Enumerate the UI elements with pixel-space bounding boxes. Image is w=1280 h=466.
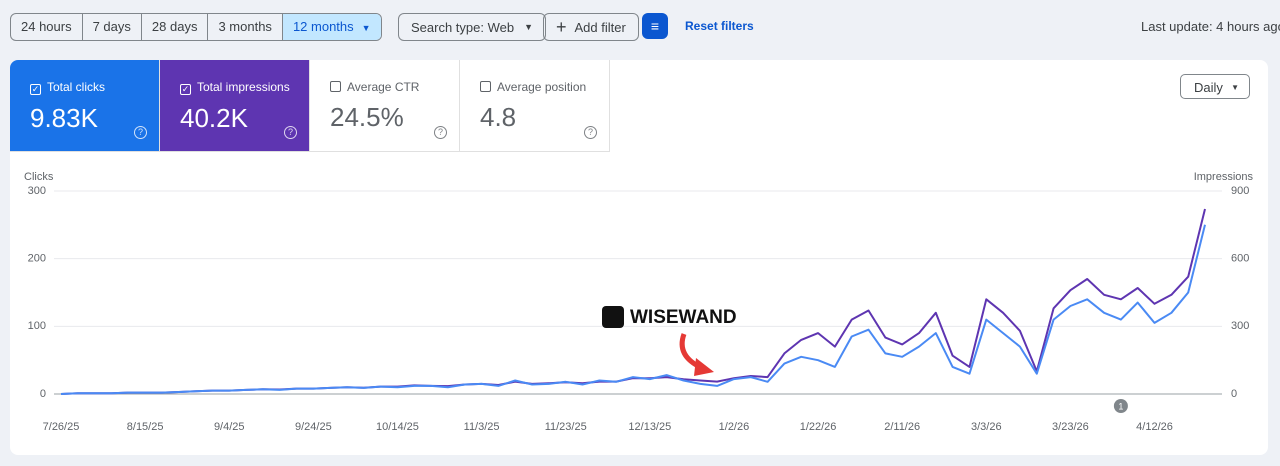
watermark-text: WISEWAND [630, 307, 737, 328]
metric-tile[interactable]: Average CTR 24.5%? [310, 60, 460, 152]
metric-header: Average CTR [330, 80, 459, 94]
metric-header: Average position [480, 80, 609, 94]
metric-checkbox[interactable] [330, 81, 341, 92]
metric-label: Average CTR [347, 80, 420, 94]
metric-label: Average position [497, 80, 587, 94]
series-line [60, 224, 1206, 395]
metric-value: 40.2K [180, 103, 248, 133]
y-tick-label: 100 [28, 320, 46, 332]
watermark-arrowhead [694, 358, 714, 376]
x-tick-label: 2/11/26 [884, 421, 920, 433]
x-tick-label: 9/24/25 [295, 421, 332, 433]
add-filter-button[interactable]: + Add filter [543, 13, 639, 41]
y2-tick-label: 600 [1231, 253, 1249, 265]
dropdown-arrow: ▼ [361, 23, 371, 33]
metric-tile[interactable]: ✓ Total impressions 40.2K? [160, 60, 310, 152]
metric-label: Total clicks [47, 80, 106, 94]
last-update: Last update: 4 hours ago [1141, 18, 1280, 34]
y2-tick-label: 0 [1231, 388, 1237, 400]
granularity-label: Daily [1194, 80, 1223, 95]
x-tick-label: 8/15/25 [127, 421, 164, 433]
metric-checkbox[interactable]: ✓ [30, 84, 41, 95]
add-filter-label: Add filter [574, 19, 626, 35]
metric-value: 9.83K [30, 103, 98, 133]
x-tick-label: 3/23/26 [1052, 421, 1089, 433]
y-tick-label: 0 [40, 388, 46, 400]
help-icon[interactable]: ? [584, 126, 597, 139]
help-icon[interactable]: ? [134, 126, 147, 139]
x-tick-label: 7/26/25 [43, 421, 80, 433]
x-tick-label: 10/14/25 [376, 421, 419, 433]
annotation-label: 1 [1118, 401, 1123, 411]
series-line [60, 208, 1206, 395]
x-tick-label: 9/4/25 [214, 421, 245, 433]
granularity-dropdown[interactable]: Daily ▼ [1180, 74, 1250, 99]
x-tick-label: 1/2/26 [719, 421, 750, 433]
x-tick-label: 4/12/26 [1136, 421, 1173, 433]
y-tick-label: 300 [28, 185, 46, 197]
metric-tile[interactable]: Average position 4.8? [460, 60, 610, 152]
y2-axis-title: Impressions [1194, 171, 1254, 183]
x-tick-label: 12/13/25 [628, 421, 671, 433]
y2-tick-label: 300 [1231, 320, 1249, 332]
y2-tick-label: 900 [1231, 185, 1249, 197]
range-button[interactable]: 3 months [208, 14, 283, 40]
help-icon[interactable]: ? [284, 126, 297, 139]
y-axis-title: Clicks [24, 171, 54, 183]
x-tick-label: 3/3/26 [971, 421, 1002, 433]
metric-checkbox[interactable]: ✓ [180, 84, 191, 95]
x-tick-label: 11/23/25 [545, 421, 587, 433]
reset-filters-link[interactable]: Reset filters [685, 19, 754, 33]
range-button[interactable]: 28 days [142, 14, 209, 40]
y-tick-label: 200 [28, 253, 46, 265]
metric-tile[interactable]: ✓ Total clicks 9.83K? [10, 60, 160, 152]
date-range-selector: 24 hours 7 days 28 days 3 months 12 months ▼ [10, 13, 382, 41]
range-button[interactable]: 12 months ▼ [282, 14, 381, 40]
metric-header: ✓ Total clicks [30, 80, 159, 95]
performance-card: ✓ Total clicks 9.83K? ✓ Total impressions 40.… [10, 60, 1268, 455]
metric-header: ✓ Total impressions [180, 80, 309, 95]
metric-value: 24.5% [330, 102, 404, 132]
x-tick-label: 11/3/25 [464, 421, 500, 433]
metric-checkbox[interactable] [480, 81, 491, 92]
metric-value: 4.8 [480, 102, 517, 132]
search-type-dropdown[interactable]: Search type: Web ▼ [398, 13, 547, 41]
filter-icon-button[interactable]: ≡ [642, 13, 668, 39]
watermark-logo [602, 306, 624, 328]
range-button[interactable]: 7 days [83, 14, 142, 40]
help-icon[interactable]: ? [434, 126, 447, 139]
range-button[interactable]: 24 hours [11, 14, 83, 40]
x-tick-label: 1/22/26 [800, 421, 837, 433]
search-type-label: Search type: Web [411, 19, 515, 35]
metric-label: Total impressions [197, 80, 290, 94]
annotation-marker[interactable] [1113, 399, 1128, 413]
